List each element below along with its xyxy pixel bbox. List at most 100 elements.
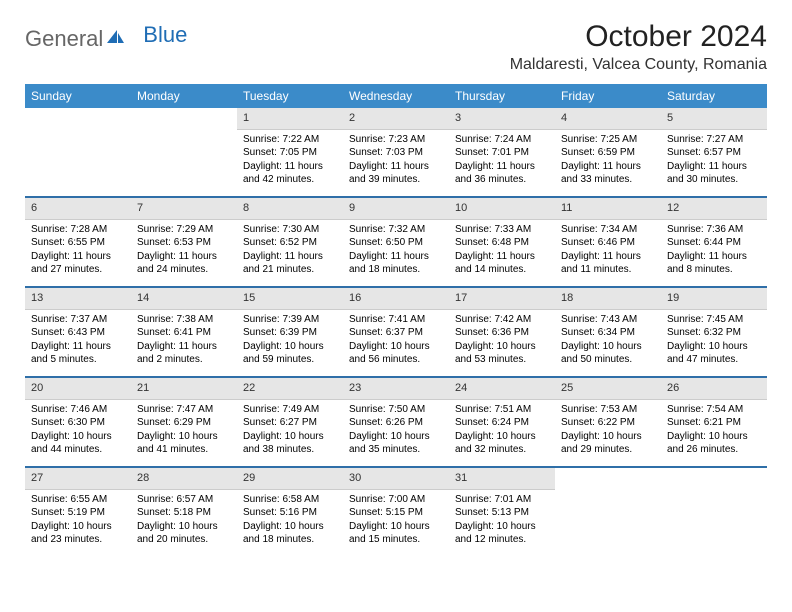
calendar-cell: [25, 108, 131, 196]
calendar-cell: 12Sunrise: 7:36 AMSunset: 6:44 PMDayligh…: [661, 198, 767, 286]
calendar-cell: 25Sunrise: 7:53 AMSunset: 6:22 PMDayligh…: [555, 378, 661, 466]
day-number: 22: [237, 378, 343, 400]
sunset-text: Sunset: 5:16 PM: [243, 506, 337, 520]
calendar-cell: 4Sunrise: 7:25 AMSunset: 6:59 PMDaylight…: [555, 108, 661, 196]
calendar-cell: [131, 108, 237, 196]
calendar-cell: 7Sunrise: 7:29 AMSunset: 6:53 PMDaylight…: [131, 198, 237, 286]
calendar-cell: [555, 468, 661, 556]
daylight-text: Daylight: 11 hours and 24 minutes.: [137, 250, 231, 277]
daylight-text: Daylight: 11 hours and 11 minutes.: [561, 250, 655, 277]
title-block: October 2024 Maldaresti, Valcea County, …: [510, 20, 767, 74]
sunset-text: Sunset: 6:24 PM: [455, 416, 549, 430]
day-number: 23: [343, 378, 449, 400]
day-body: Sunrise: 7:22 AMSunset: 7:05 PMDaylight:…: [237, 130, 343, 193]
day-number: 19: [661, 288, 767, 310]
sunset-text: Sunset: 6:37 PM: [349, 326, 443, 340]
sunrise-text: Sunrise: 7:45 AM: [667, 313, 761, 327]
day-body: Sunrise: 7:32 AMSunset: 6:50 PMDaylight:…: [343, 220, 449, 283]
weekday-header: Sunday Monday Tuesday Wednesday Thursday…: [25, 84, 767, 108]
sunrise-text: Sunrise: 7:47 AM: [137, 403, 231, 417]
daylight-text: Daylight: 10 hours and 56 minutes.: [349, 340, 443, 367]
sunrise-text: Sunrise: 7:37 AM: [31, 313, 125, 327]
day-body: Sunrise: 7:37 AMSunset: 6:43 PMDaylight:…: [25, 310, 131, 373]
calendar-cell: 23Sunrise: 7:50 AMSunset: 6:26 PMDayligh…: [343, 378, 449, 466]
calendar-cell: 10Sunrise: 7:33 AMSunset: 6:48 PMDayligh…: [449, 198, 555, 286]
sunset-text: Sunset: 5:19 PM: [31, 506, 125, 520]
sunrise-text: Sunrise: 7:30 AM: [243, 223, 337, 237]
day-body: Sunrise: 7:46 AMSunset: 6:30 PMDaylight:…: [25, 400, 131, 463]
weekday-sun: Sunday: [25, 84, 131, 108]
calendar-cell: 2Sunrise: 7:23 AMSunset: 7:03 PMDaylight…: [343, 108, 449, 196]
day-number: 12: [661, 198, 767, 220]
sunset-text: Sunset: 5:18 PM: [137, 506, 231, 520]
sunset-text: Sunset: 6:30 PM: [31, 416, 125, 430]
day-number: 31: [449, 468, 555, 490]
day-body: Sunrise: 7:30 AMSunset: 6:52 PMDaylight:…: [237, 220, 343, 283]
sunset-text: Sunset: 6:36 PM: [455, 326, 549, 340]
day-number: 13: [25, 288, 131, 310]
daylight-text: Daylight: 10 hours and 20 minutes.: [137, 520, 231, 547]
sunrise-text: Sunrise: 7:22 AM: [243, 133, 337, 147]
daylight-text: Daylight: 10 hours and 44 minutes.: [31, 430, 125, 457]
weekday-fri: Friday: [555, 84, 661, 108]
sunrise-text: Sunrise: 7:41 AM: [349, 313, 443, 327]
sunrise-text: Sunrise: 7:43 AM: [561, 313, 655, 327]
sunset-text: Sunset: 6:59 PM: [561, 146, 655, 160]
daylight-text: Daylight: 10 hours and 12 minutes.: [455, 520, 549, 547]
calendar-cell: 11Sunrise: 7:34 AMSunset: 6:46 PMDayligh…: [555, 198, 661, 286]
sunset-text: Sunset: 6:27 PM: [243, 416, 337, 430]
day-number: 9: [343, 198, 449, 220]
sunrise-text: Sunrise: 7:51 AM: [455, 403, 549, 417]
calendar-cell: 8Sunrise: 7:30 AMSunset: 6:52 PMDaylight…: [237, 198, 343, 286]
calendar-cell: [661, 468, 767, 556]
sunset-text: Sunset: 5:13 PM: [455, 506, 549, 520]
day-number: 20: [25, 378, 131, 400]
sunrise-text: Sunrise: 7:29 AM: [137, 223, 231, 237]
weekday-sat: Saturday: [661, 84, 767, 108]
daylight-text: Daylight: 11 hours and 14 minutes.: [455, 250, 549, 277]
day-number: 16: [343, 288, 449, 310]
location: Maldaresti, Valcea County, Romania: [510, 56, 767, 74]
sunrise-text: Sunrise: 7:32 AM: [349, 223, 443, 237]
weekday-wed: Wednesday: [343, 84, 449, 108]
day-body: Sunrise: 7:43 AMSunset: 6:34 PMDaylight:…: [555, 310, 661, 373]
day-body: Sunrise: 7:33 AMSunset: 6:48 PMDaylight:…: [449, 220, 555, 283]
calendar-cell: 29Sunrise: 6:58 AMSunset: 5:16 PMDayligh…: [237, 468, 343, 556]
day-number: 2: [343, 108, 449, 130]
day-number: 14: [131, 288, 237, 310]
daylight-text: Daylight: 10 hours and 26 minutes.: [667, 430, 761, 457]
daylight-text: Daylight: 10 hours and 59 minutes.: [243, 340, 337, 367]
day-number: 29: [237, 468, 343, 490]
calendar-cell: 6Sunrise: 7:28 AMSunset: 6:55 PMDaylight…: [25, 198, 131, 286]
day-number: 25: [555, 378, 661, 400]
calendar-cell: 20Sunrise: 7:46 AMSunset: 6:30 PMDayligh…: [25, 378, 131, 466]
sunrise-text: Sunrise: 7:39 AM: [243, 313, 337, 327]
day-number: 7: [131, 198, 237, 220]
sunset-text: Sunset: 6:29 PM: [137, 416, 231, 430]
sunrise-text: Sunrise: 7:50 AM: [349, 403, 443, 417]
day-body: Sunrise: 7:53 AMSunset: 6:22 PMDaylight:…: [555, 400, 661, 463]
calendar-cell: 5Sunrise: 7:27 AMSunset: 6:57 PMDaylight…: [661, 108, 767, 196]
sunrise-text: Sunrise: 7:25 AM: [561, 133, 655, 147]
day-number: 10: [449, 198, 555, 220]
daylight-text: Daylight: 10 hours and 15 minutes.: [349, 520, 443, 547]
sunrise-text: Sunrise: 7:38 AM: [137, 313, 231, 327]
sunset-text: Sunset: 7:01 PM: [455, 146, 549, 160]
day-body: Sunrise: 7:51 AMSunset: 6:24 PMDaylight:…: [449, 400, 555, 463]
sunset-text: Sunset: 6:22 PM: [561, 416, 655, 430]
calendar-cell: 22Sunrise: 7:49 AMSunset: 6:27 PMDayligh…: [237, 378, 343, 466]
sunrise-text: Sunrise: 7:27 AM: [667, 133, 761, 147]
sunrise-text: Sunrise: 7:28 AM: [31, 223, 125, 237]
day-number: 1: [237, 108, 343, 130]
daylight-text: Daylight: 11 hours and 2 minutes.: [137, 340, 231, 367]
day-number: 11: [555, 198, 661, 220]
day-body: Sunrise: 7:23 AMSunset: 7:03 PMDaylight:…: [343, 130, 449, 193]
day-body: Sunrise: 7:38 AMSunset: 6:41 PMDaylight:…: [131, 310, 237, 373]
sunrise-text: Sunrise: 6:55 AM: [31, 493, 125, 507]
day-number: 27: [25, 468, 131, 490]
daylight-text: Daylight: 11 hours and 33 minutes.: [561, 160, 655, 187]
sunrise-text: Sunrise: 6:57 AM: [137, 493, 231, 507]
sunset-text: Sunset: 6:34 PM: [561, 326, 655, 340]
calendar-cell: 16 Sunrise: 7:41 AMSunset: 6:37 PMDayligh…: [343, 288, 449, 376]
calendar-cell: 24Sunrise: 7:51 AMSunset: 6:24 PMDayligh…: [449, 378, 555, 466]
